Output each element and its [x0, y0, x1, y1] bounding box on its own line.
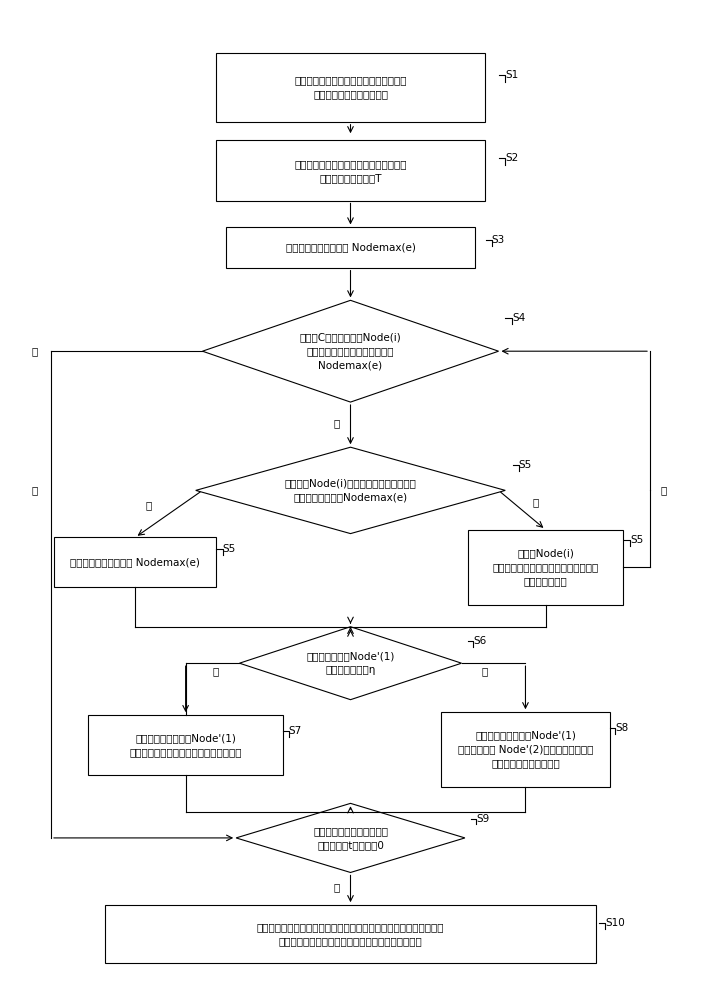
Text: 为每个簇设置一个摆渡节点及该摆渡节点
收集消息的更新周期T: 为每个簇设置一个摆渡节点及该摆渡节点 收集消息的更新周期T	[294, 159, 407, 183]
Text: 对节点Node(i)
的下一跳候选节点集合中的各节点权重
进行计算和排名: 对节点Node(i) 的下一跳候选节点集合中的各节点权重 进行计算和排名	[493, 548, 599, 586]
Text: 选择排名最高的节点Node'(1)
作为中继节点，并将消息传输给中继节点: 选择排名最高的节点Node'(1) 作为中继节点，并将消息传输给中继节点	[130, 733, 242, 757]
Text: S8: S8	[615, 723, 628, 733]
Text: S2: S2	[505, 153, 519, 163]
Text: 选择排名最高的节点Node'(1)
和次高的节点 Node'(2)均作为中继节点，
并将消息传输给中继节点: 选择排名最高的节点Node'(1) 和次高的节点 Node'(2)均作为中继节点…	[458, 731, 593, 769]
Text: 否: 否	[32, 346, 38, 356]
Text: 否: 否	[482, 666, 488, 676]
Text: S4: S4	[512, 313, 525, 323]
FancyBboxPatch shape	[55, 537, 216, 587]
Polygon shape	[203, 300, 498, 402]
Text: 将消息传输给簇头节点 Nodemax(e): 将消息传输给簇头节点 Nodemax(e)	[70, 557, 200, 567]
Text: S3: S3	[492, 235, 505, 245]
Polygon shape	[236, 803, 465, 872]
Polygon shape	[196, 447, 505, 534]
Text: S9: S9	[477, 814, 489, 824]
Text: S6: S6	[473, 636, 486, 646]
Text: 是: 是	[334, 882, 340, 892]
Text: 判断节点Node(i)的下一跳候选节点集合中
是否包括簇头节点Nodemax(e): 判断节点Node(i)的下一跳候选节点集合中 是否包括簇头节点Nodemax(e…	[285, 478, 416, 502]
FancyBboxPatch shape	[226, 227, 475, 268]
Text: S5: S5	[223, 544, 236, 554]
Text: 否: 否	[32, 485, 38, 495]
Text: S1: S1	[505, 70, 519, 80]
Text: S7: S7	[289, 726, 302, 736]
Text: S5: S5	[519, 460, 532, 470]
Text: 确定每个簇的簇头节点 Nodemax(e): 确定每个簇的簇头节点 Nodemax(e)	[285, 243, 416, 253]
Text: 是: 是	[213, 666, 219, 676]
Text: 是: 是	[334, 418, 340, 428]
FancyBboxPatch shape	[468, 530, 623, 605]
Text: 摆渡节点与簇头节点进行通信，收集簇头节点所存储的消息并将所收
集的消息传输到基站节点或目的节点，完成消息传输: 摆渡节点与簇头节点进行通信，收集簇头节点所存储的消息并将所收 集的消息传输到基站…	[257, 922, 444, 946]
FancyBboxPatch shape	[216, 140, 485, 201]
Text: S10: S10	[605, 918, 625, 928]
Text: 否: 否	[533, 497, 538, 507]
Text: S5: S5	[630, 535, 644, 545]
Text: 距离摆渡节点下一更新周期
的剩余时间t是否等于0: 距离摆渡节点下一更新周期 的剩余时间t是否等于0	[313, 826, 388, 850]
Text: 是: 是	[146, 500, 151, 510]
Text: 判断簇C中的任意节点Node(i)
是否有消息需要传输给簇头节点
Nodemax(e): 判断簇C中的任意节点Node(i) 是否有消息需要传输给簇头节点 Nodemax…	[299, 332, 402, 370]
FancyBboxPatch shape	[88, 715, 283, 775]
Text: 根据无线传感器网络中节点的疏密程度，
对无线传感器网络进行分簇: 根据无线传感器网络中节点的疏密程度， 对无线传感器网络进行分簇	[294, 75, 407, 99]
FancyBboxPatch shape	[105, 905, 596, 963]
Text: 否: 否	[660, 485, 667, 495]
FancyBboxPatch shape	[442, 712, 610, 787]
Polygon shape	[240, 627, 461, 700]
FancyBboxPatch shape	[216, 53, 485, 122]
Text: 排名最高的节点Node'(1)
的权重是否大于η: 排名最高的节点Node'(1) 的权重是否大于η	[306, 651, 395, 675]
